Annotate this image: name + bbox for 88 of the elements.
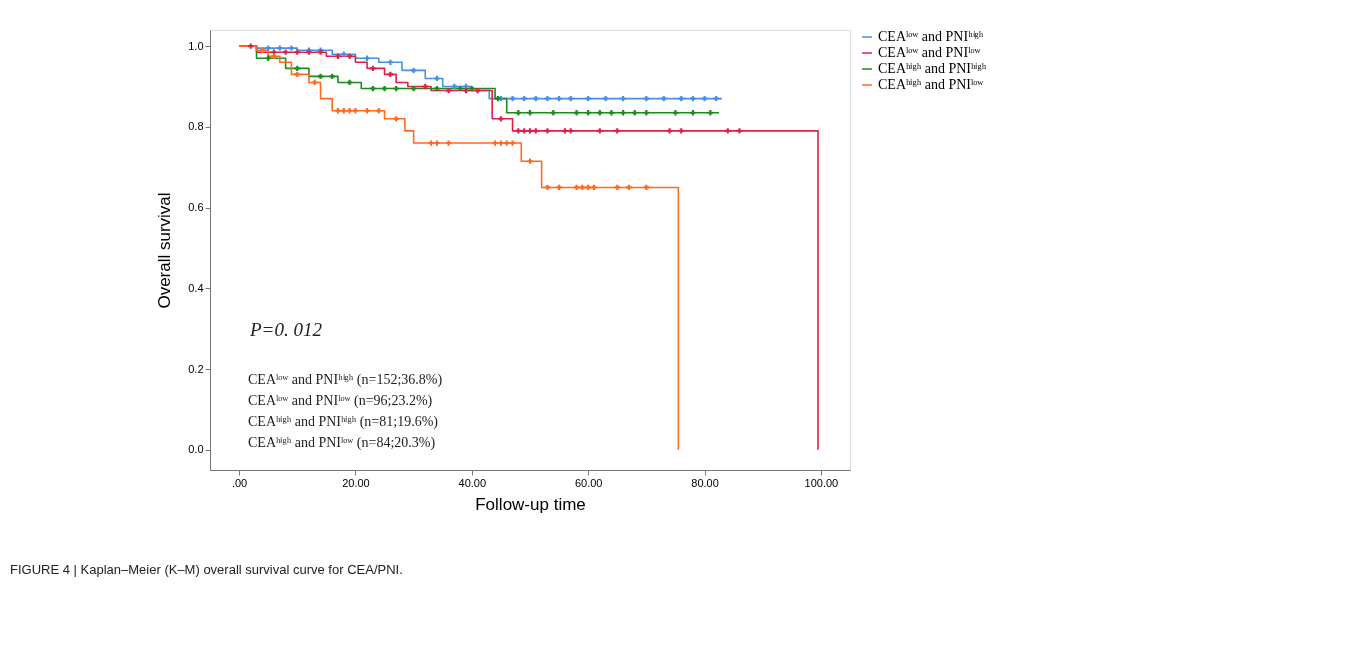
point: [352, 108, 359, 114]
point: [626, 184, 632, 191]
x-axis-title: Follow-up time: [475, 494, 586, 514]
point: [346, 79, 353, 86]
point: [364, 108, 370, 114]
point: [434, 140, 440, 146]
y-tick-label: 1.0: [188, 39, 204, 52]
legend-label: CEAʰⁱᵍʰ and PNIʰⁱᵍʰ: [878, 61, 987, 76]
point: [690, 110, 696, 116]
point: [317, 73, 324, 80]
point: [469, 85, 475, 92]
point: [335, 53, 341, 59]
point: [544, 95, 551, 102]
point: [463, 83, 469, 90]
point: [434, 85, 440, 92]
point: [736, 128, 743, 134]
point: [573, 110, 580, 116]
point: [666, 128, 673, 134]
point: [335, 108, 341, 114]
caption: FIGURE 4 | Kaplan–Meier (K–M) overall survival curve for CEA/PNI.: [10, 562, 403, 577]
annotation: CEAˡᵒʷ and PNIˡᵒʷ (n=96;23.2%): [248, 393, 433, 409]
point: [725, 128, 731, 134]
point: [544, 128, 551, 134]
point: [573, 184, 580, 191]
point: [445, 87, 452, 94]
point: [312, 79, 318, 86]
x-tick-label: 20.00: [342, 476, 370, 489]
point: [381, 85, 388, 92]
point: [556, 184, 562, 191]
y-tick-label: 0.6: [188, 201, 204, 214]
point: [434, 75, 440, 82]
annotation: P=0. 012: [249, 319, 323, 340]
point: [678, 128, 684, 134]
annotation: CEAˡᵒʷ and PNIʰⁱᵍʰ (n=152;36.8%): [248, 372, 443, 388]
point: [370, 85, 376, 92]
y-tick-label: 0.2: [188, 362, 204, 375]
point: [364, 55, 370, 61]
point: [451, 83, 458, 90]
point: [498, 140, 504, 146]
point: [509, 95, 516, 102]
point: [591, 184, 597, 191]
point: [271, 53, 277, 59]
point: [620, 95, 626, 102]
x-tick-label: 40.00: [458, 476, 487, 489]
point: [562, 128, 568, 134]
point: [492, 140, 498, 146]
x-tick-label: 100.00: [804, 476, 839, 489]
y-axis-title: Overall survival: [155, 192, 175, 309]
point: [544, 184, 551, 191]
point: [445, 140, 452, 146]
y-tick-label: 0.8: [188, 120, 204, 133]
point: [474, 87, 481, 94]
legend-label: CEAˡᵒʷ and PNIʰⁱᵍʰ: [878, 29, 984, 44]
point: [597, 128, 603, 134]
point: [498, 116, 504, 122]
point: [521, 128, 527, 134]
point: [527, 128, 533, 134]
point: [608, 110, 615, 116]
point: [690, 95, 696, 102]
legend-label: CEAˡᵒʷ and PNIˡᵒʷ: [878, 45, 982, 60]
point: [527, 110, 533, 116]
point: [568, 128, 574, 134]
point: [533, 128, 539, 134]
annotation: CEAʰⁱᵍʰ and PNIʰⁱᵍʰ (n=81;19.6%): [248, 414, 439, 430]
point: [428, 140, 434, 146]
annotation: CEAʰⁱᵍʰ and PNIˡᵒʷ (n=84;20.3%): [248, 435, 436, 451]
point: [515, 128, 522, 134]
x-tick-label: 60.00: [574, 476, 603, 489]
point: [463, 87, 469, 94]
x-tick-label: .00: [231, 476, 248, 489]
x-tick-label: 80.00: [691, 476, 719, 489]
point: [672, 110, 679, 116]
point: [410, 85, 417, 92]
point: [556, 95, 562, 102]
point: [509, 140, 516, 146]
point: [701, 95, 708, 102]
point: [614, 128, 620, 134]
point: [422, 83, 428, 90]
point: [620, 110, 626, 116]
legend-label: CEAʰⁱᵍʰ and PNIˡᵒʷ: [878, 77, 985, 92]
point: [370, 65, 376, 71]
point: [504, 140, 510, 146]
point: [393, 85, 399, 92]
point: [527, 158, 533, 164]
y-tick-label: 0.0: [188, 443, 204, 456]
point: [457, 85, 463, 92]
y-tick-label: 0.4: [188, 281, 204, 294]
point: [288, 45, 295, 51]
